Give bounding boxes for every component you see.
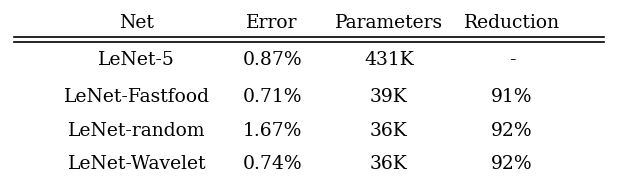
Text: -: - [509,51,515,69]
Text: LeNet-5: LeNet-5 [98,51,175,69]
Text: LeNet-Wavelet: LeNet-Wavelet [67,156,206,174]
Text: LeNet-random: LeNet-random [68,122,206,140]
Text: 36K: 36K [370,156,408,174]
Text: Parameters: Parameters [335,14,443,32]
Text: 39K: 39K [370,88,408,106]
Text: 91%: 91% [491,88,533,106]
Text: 1.67%: 1.67% [242,122,302,140]
Text: 92%: 92% [491,122,533,140]
Text: 0.87%: 0.87% [242,51,302,69]
Text: Reduction: Reduction [464,14,560,32]
Text: 0.71%: 0.71% [242,88,302,106]
Text: Net: Net [119,14,154,32]
Text: 36K: 36K [370,122,408,140]
Text: 92%: 92% [491,156,533,174]
Text: LeNet-Fastfood: LeNet-Fastfood [64,88,210,106]
Text: Error: Error [247,14,298,32]
Text: 431K: 431K [364,51,414,69]
Text: 0.74%: 0.74% [242,156,302,174]
